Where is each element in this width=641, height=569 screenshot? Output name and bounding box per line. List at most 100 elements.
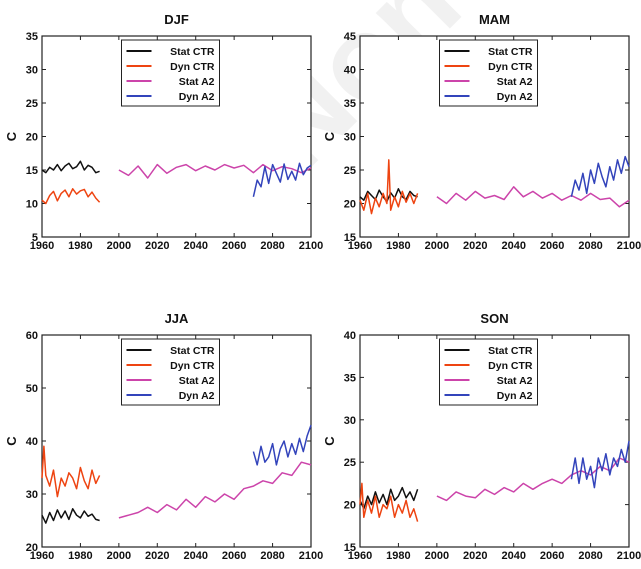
y-tick-label: 25: [26, 98, 38, 110]
y-tick-label: 10: [26, 199, 38, 211]
y-tick-label: 20: [26, 132, 38, 144]
legend-jja: Stat CTR Dyn CTR Stat A2 Dyn A2: [121, 338, 220, 406]
series-line-stat-a2-jja: [118, 461, 312, 519]
series-line-dyn-a2-son: [570, 440, 630, 489]
series-line-dyn-ctr-mam: [359, 159, 419, 215]
x-tick-label: 2040: [183, 550, 207, 562]
series-line-stat-a2-djf: [118, 163, 312, 179]
x-tick-label: 2080: [578, 240, 602, 252]
legend-label-stat-ctr: Stat CTR: [170, 46, 215, 58]
series-line-stat-ctr-jja: [41, 508, 100, 524]
y-axis-label-jja: C: [4, 436, 19, 446]
x-tick-label: 1980: [386, 550, 410, 562]
y-tick-label: 20: [26, 542, 38, 554]
series-line-stat-ctr-mam: [359, 188, 418, 203]
y-tick-label: 40: [344, 65, 356, 77]
x-tick-label: 2020: [463, 240, 487, 252]
x-tick-label: 2060: [540, 550, 564, 562]
x-tick-label: 1980: [68, 240, 92, 252]
y-tick-label: 20: [344, 500, 356, 512]
x-tick-label: 2060: [540, 240, 564, 252]
y-axis-label-son: C: [322, 436, 337, 446]
legend-label-stat-a2: Stat A2: [497, 375, 533, 387]
x-tick-label: 2000: [107, 240, 131, 252]
y-axis-label-djf: C: [4, 131, 19, 141]
legend-label-stat-ctr: Stat CTR: [488, 46, 533, 58]
panel-jja: JJA C 1960 1980 2000 2020 2040 2060 2080 2100 20 30…: [4, 311, 323, 562]
y-tick-label: 30: [26, 489, 38, 501]
x-tick-label: 2080: [260, 550, 284, 562]
series-line-dyn-ctr-jja: [41, 445, 101, 498]
legend-mam: Stat CTR Dyn CTR Stat A2 Dyn A2: [439, 39, 538, 107]
series-line-dyn-ctr-djf: [41, 188, 101, 205]
x-tick-label: 2100: [299, 550, 323, 562]
legend-label-dyn-ctr: Dyn CTR: [488, 360, 533, 372]
y-tick-label: 30: [26, 65, 38, 77]
legend-label-stat-a2: Stat A2: [497, 76, 533, 88]
legend-son: Stat CTR Dyn CTR Stat A2 Dyn A2: [439, 338, 538, 406]
y-tick-label: 40: [26, 436, 38, 448]
y-tick-label: 25: [344, 457, 356, 469]
y-tick-label: 35: [344, 372, 356, 384]
series-line-dyn-ctr-son: [359, 482, 419, 522]
series-line-stat-a2-mam: [436, 186, 630, 208]
series-line-stat-ctr-son: [359, 486, 419, 510]
legend-label-dyn-ctr: Dyn CTR: [488, 61, 533, 73]
y-tick-label: 25: [344, 165, 356, 177]
chart-title-son: SON: [480, 311, 508, 326]
series-line-dyn-a2-jja: [252, 424, 312, 466]
y-tick-label: 30: [344, 132, 356, 144]
y-tick-label: 40: [344, 330, 356, 342]
x-tick-label: 2100: [299, 240, 323, 252]
x-tick-label: 2040: [501, 240, 525, 252]
chart-title-mam: MAM: [479, 12, 510, 27]
legend-label-dyn-ctr: Dyn CTR: [170, 360, 215, 372]
series-line-stat-ctr-djf: [41, 160, 100, 174]
x-tick-label: 1980: [68, 550, 92, 562]
x-tick-label: 1960: [30, 240, 54, 252]
y-tick-label: 35: [26, 31, 38, 43]
x-tick-label: 2040: [501, 550, 525, 562]
x-tick-label: 2000: [425, 240, 449, 252]
legend-djf: Stat CTR Dyn CTR Stat A2 Dyn A2: [121, 39, 220, 107]
panel-djf: DJF C 1960 1980 2000 2020 2040 2060 2080 2100 5 10 1…: [4, 12, 323, 252]
legend-label-stat-ctr: Stat CTR: [488, 345, 533, 357]
x-tick-label: 1960: [30, 550, 54, 562]
x-tick-label: 1980: [386, 240, 410, 252]
y-tick-label: 35: [344, 98, 356, 110]
x-tick-label: 2000: [107, 550, 131, 562]
x-tick-label: 2020: [463, 550, 487, 562]
x-tick-label: 2060: [222, 550, 246, 562]
legend-label-stat-ctr: Stat CTR: [170, 345, 215, 357]
series-line-dyn-a2-mam: [570, 155, 630, 197]
series-line-dyn-a2-djf: [252, 162, 312, 197]
x-tick-label: 1960: [348, 240, 372, 252]
y-tick-label: 15: [344, 232, 356, 244]
legend-label-dyn-a2: Dyn A2: [179, 91, 215, 103]
legend-label-dyn-a2: Dyn A2: [179, 390, 215, 402]
y-tick-label: 15: [344, 542, 356, 554]
x-tick-label: 2040: [183, 240, 207, 252]
legend-label-dyn-ctr: Dyn CTR: [170, 61, 215, 73]
x-tick-label: 2080: [578, 550, 602, 562]
legend-label-stat-a2: Stat A2: [179, 375, 215, 387]
x-tick-label: 2020: [145, 550, 169, 562]
y-tick-label: 15: [26, 165, 38, 177]
x-tick-label: 2100: [617, 550, 641, 562]
chart-title-jja: JJA: [165, 311, 189, 326]
y-tick-label: 20: [344, 199, 356, 211]
y-axis-label-mam: C: [322, 131, 337, 141]
y-tick-label: 50: [26, 383, 38, 395]
chart-title-djf: DJF: [164, 12, 189, 27]
x-tick-label: 2080: [260, 240, 284, 252]
x-tick-label: 2100: [617, 240, 641, 252]
x-tick-label: 2060: [222, 240, 246, 252]
y-tick-label: 45: [344, 31, 356, 43]
legend-label-stat-a2: Stat A2: [179, 76, 215, 88]
legend-label-dyn-a2: Dyn A2: [497, 390, 533, 402]
legend-label-dyn-a2: Dyn A2: [497, 91, 533, 103]
x-tick-label: 2020: [145, 240, 169, 252]
